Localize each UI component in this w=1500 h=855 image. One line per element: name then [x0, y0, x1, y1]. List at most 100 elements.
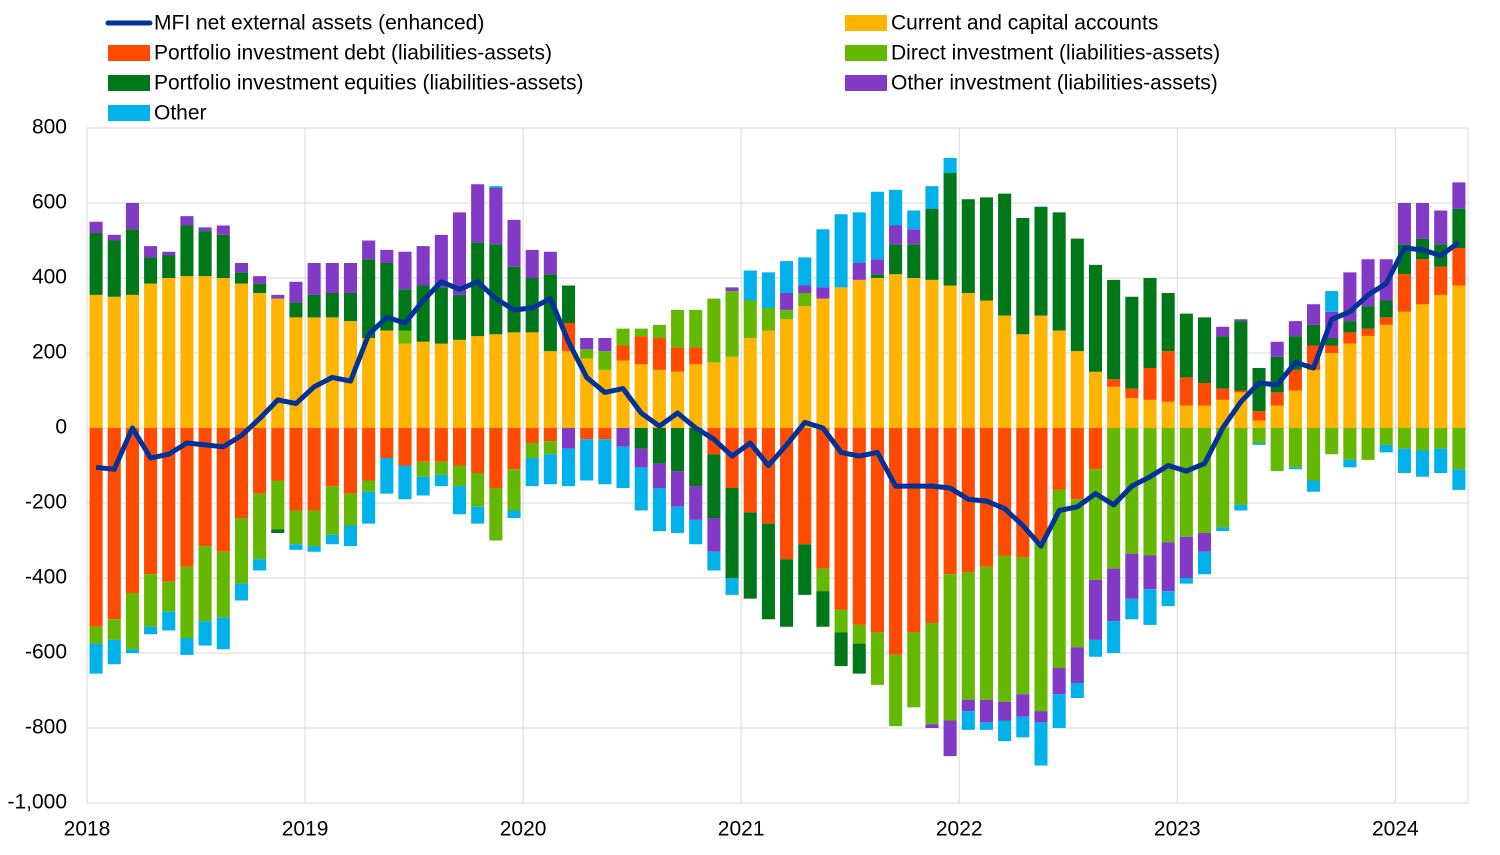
- bar-segment: [689, 486, 703, 520]
- bar-segment: [1107, 568, 1121, 622]
- bar-segment: [1325, 345, 1339, 353]
- legend-label: Direct investment (liabilities-assets): [891, 42, 1220, 65]
- bar-segment: [743, 338, 757, 428]
- legend-swatch: [108, 105, 150, 121]
- bar-segment: [1052, 668, 1066, 695]
- legend-label: MFI net external assets (enhanced): [154, 12, 484, 35]
- bar-segment: [834, 214, 848, 288]
- bar-segment: [1125, 553, 1139, 599]
- bar-segment: [1088, 639, 1103, 657]
- bar-segment: [1143, 428, 1157, 556]
- bar-segment: [198, 546, 212, 622]
- bar-segment: [889, 428, 903, 655]
- bar-segment: [543, 454, 557, 485]
- bar-segment: [707, 518, 721, 552]
- bar-segment: [1234, 390, 1248, 393]
- bar-segment: [870, 191, 884, 260]
- bar-segment: [489, 188, 503, 245]
- bar-segment: [907, 278, 921, 428]
- bar-segment: [1434, 428, 1448, 449]
- bar-segment: [1379, 300, 1393, 318]
- y-tick-label: -600: [25, 641, 67, 664]
- bar-segment: [889, 225, 903, 245]
- bar-segment: [998, 315, 1012, 428]
- bar-segment: [1143, 555, 1157, 590]
- bar-segment: [289, 428, 303, 511]
- bar-segment: [1379, 317, 1393, 325]
- bar-segment: [998, 555, 1012, 702]
- bar-segment: [434, 287, 448, 344]
- bar-segment: [598, 369, 612, 428]
- bar-segment: [525, 332, 539, 428]
- x-tick-label: 2021: [718, 818, 765, 841]
- bar-segment: [271, 529, 285, 533]
- bar-segment: [1416, 428, 1430, 451]
- bar-segment: [1125, 388, 1139, 398]
- bar-segment: [1016, 334, 1030, 428]
- bar-segment: [1161, 591, 1175, 607]
- bar-segment: [943, 173, 957, 286]
- bar-segment: [1343, 428, 1357, 460]
- bar-segment: [1434, 448, 1448, 473]
- bar-segment: [125, 428, 139, 593]
- bar-segment: [144, 257, 158, 284]
- bar-segment: [162, 255, 176, 278]
- bar-segment: [507, 469, 521, 511]
- bar-segment: [1197, 428, 1212, 533]
- bar-segment: [798, 428, 812, 545]
- bar-segment: [1452, 428, 1466, 470]
- legend-label: Portfolio investment equities (liabiliti…: [154, 72, 584, 95]
- bar-segment: [998, 720, 1012, 742]
- bar-segment: [743, 300, 757, 338]
- y-tick-label: -1,000: [7, 791, 67, 814]
- bar-segment: [525, 428, 539, 443]
- bar-segment: [1016, 694, 1030, 717]
- bar-segment: [1179, 578, 1193, 584]
- bar-segment: [89, 643, 103, 674]
- y-tick-label: 0: [55, 416, 67, 439]
- bar-segment: [1216, 388, 1230, 400]
- y-tick-label: -800: [25, 716, 67, 739]
- bar-segment: [234, 283, 248, 428]
- bar-segment: [398, 428, 412, 466]
- x-tick-label: 2019: [282, 818, 329, 841]
- y-tick-label: 800: [32, 116, 67, 139]
- bar-segment: [1197, 317, 1212, 383]
- bar-segment: [852, 428, 866, 625]
- bar-segment: [180, 225, 194, 277]
- bar-segment: [1016, 218, 1030, 335]
- y-tick-label: 200: [32, 341, 67, 364]
- bar-segment: [925, 186, 939, 209]
- bar-segment: [689, 309, 703, 348]
- bar-segment: [307, 294, 321, 318]
- legend-swatch: [845, 75, 887, 91]
- bar-segment: [362, 259, 376, 338]
- bar-segment: [234, 583, 248, 601]
- bar-segment: [1034, 428, 1048, 541]
- bar-segment: [125, 203, 139, 230]
- bar-segment: [1161, 351, 1175, 402]
- bar-segment: [380, 330, 394, 428]
- bar-segment: [107, 428, 121, 620]
- bar-segment: [907, 210, 921, 230]
- bar-segment: [216, 225, 230, 235]
- bar-segment: [598, 351, 612, 370]
- bar-segment: [816, 287, 830, 299]
- bar-segment: [325, 317, 339, 428]
- bar-segment: [434, 343, 448, 428]
- bar-segment: [1052, 212, 1066, 331]
- bar-segment: [1307, 304, 1321, 325]
- bar-segment: [925, 428, 939, 623]
- bar-segment: [707, 551, 721, 571]
- bar-segment: [943, 285, 957, 428]
- bar-segment: [870, 278, 884, 428]
- bar-segment: [725, 291, 739, 357]
- bar-segment: [761, 428, 775, 524]
- bar-segment: [925, 623, 939, 725]
- bar-segment: [780, 309, 794, 320]
- bar-segment: [162, 611, 176, 631]
- bar-segment: [452, 212, 467, 295]
- bar-segment: [1125, 428, 1139, 554]
- bar-segment: [943, 720, 957, 757]
- bar-segment: [89, 428, 103, 627]
